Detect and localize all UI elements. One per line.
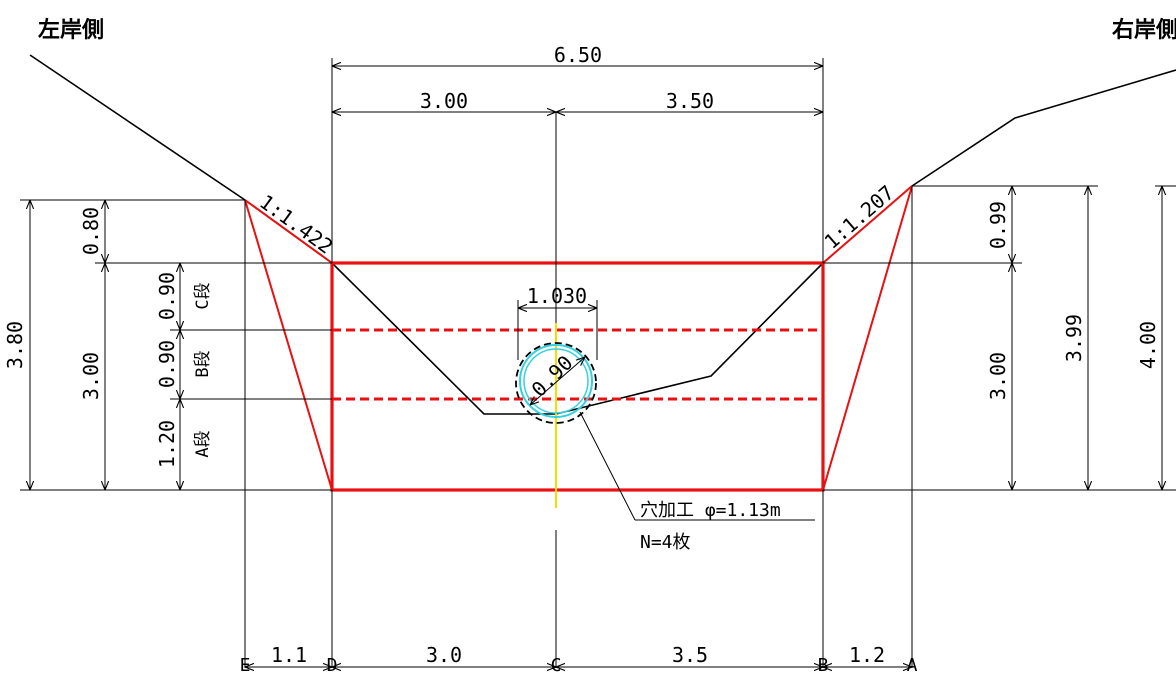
dim-right-upper-height-label: 0.99 [986, 201, 1010, 249]
left-slope-side [244, 199, 333, 491]
dim-left-upper-height-label: 0.80 [79, 207, 103, 255]
tier-c-height-label: 0.90 [155, 272, 179, 320]
dim-right-width-label: 3.50 [666, 89, 714, 113]
dim-left-lower-height-label: 3.00 [79, 352, 103, 400]
tier-c-label: C段 [193, 282, 213, 309]
dim-left-total-height-label: 3.80 [3, 321, 27, 369]
point-c-label: C [551, 655, 562, 675]
hole-outline [515, 342, 597, 424]
dim-right-lower-height-label: 3.00 [986, 352, 1010, 400]
tier-a-label: A段 [193, 430, 213, 457]
left-slope-label: 1:1.422 [255, 190, 337, 259]
right-slope-label: 1:1.207 [820, 180, 899, 253]
pipe-diameter-line [530, 357, 585, 405]
hole-count-text: N=4枚 [640, 532, 691, 553]
dim-d-c-label: 3.0 [426, 643, 462, 667]
dim-total-width-label: 6.50 [554, 43, 602, 67]
tier-a-height-label: 1.20 [155, 420, 179, 468]
dim-left-width-label: 3.00 [420, 89, 468, 113]
dim-right-total-height-label: 3.99 [1062, 314, 1086, 362]
right-ground-line [911, 69, 1176, 187]
dim-b-a-label: 1.2 [849, 643, 885, 667]
pipe-width-label: 1.030 [527, 284, 587, 308]
left-bank-label: 左岸側 [38, 17, 104, 43]
dim-outer-height-label: 4.00 [1136, 321, 1160, 369]
right-bank-label: 右岸側 [1112, 18, 1176, 43]
tier-b-label: B段 [193, 350, 213, 377]
point-e-label: E [240, 655, 251, 675]
dim-c-b-label: 3.5 [672, 643, 708, 667]
point-a-label: A [907, 655, 918, 675]
hole-note-text: 穴加工 φ=1.13m [640, 500, 781, 521]
right-slope-side [822, 185, 913, 491]
tier-b-height-label: 0.90 [155, 340, 179, 388]
hole-note-leader [579, 411, 636, 521]
pipe-outer [519, 344, 593, 418]
point-d-label: D [327, 655, 338, 675]
excavation-frame [330, 261, 825, 492]
point-b-label: B [818, 655, 829, 675]
dim-e-d-label: 1.1 [271, 643, 307, 667]
left-slope-top [244, 199, 333, 264]
pipe-inner [523, 348, 589, 414]
right-slope-top [822, 185, 913, 264]
